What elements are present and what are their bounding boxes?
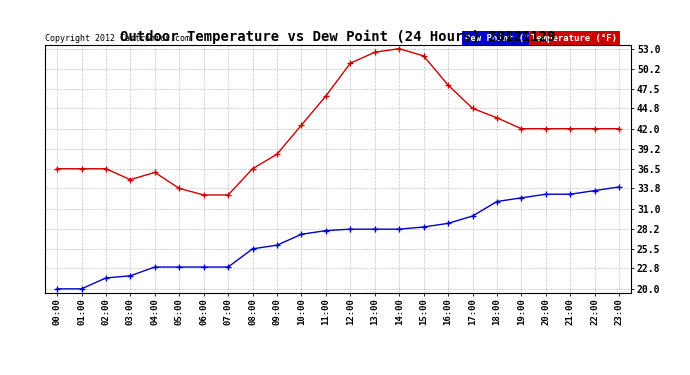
Title: Outdoor Temperature vs Dew Point (24 Hours) 20121129: Outdoor Temperature vs Dew Point (24 Hou…: [120, 30, 556, 44]
Text: Temperature (°F): Temperature (°F): [531, 33, 618, 42]
Text: Copyright 2012 Cartronics.com: Copyright 2012 Cartronics.com: [46, 33, 190, 42]
Text: Dew Point (°F): Dew Point (°F): [464, 33, 540, 42]
